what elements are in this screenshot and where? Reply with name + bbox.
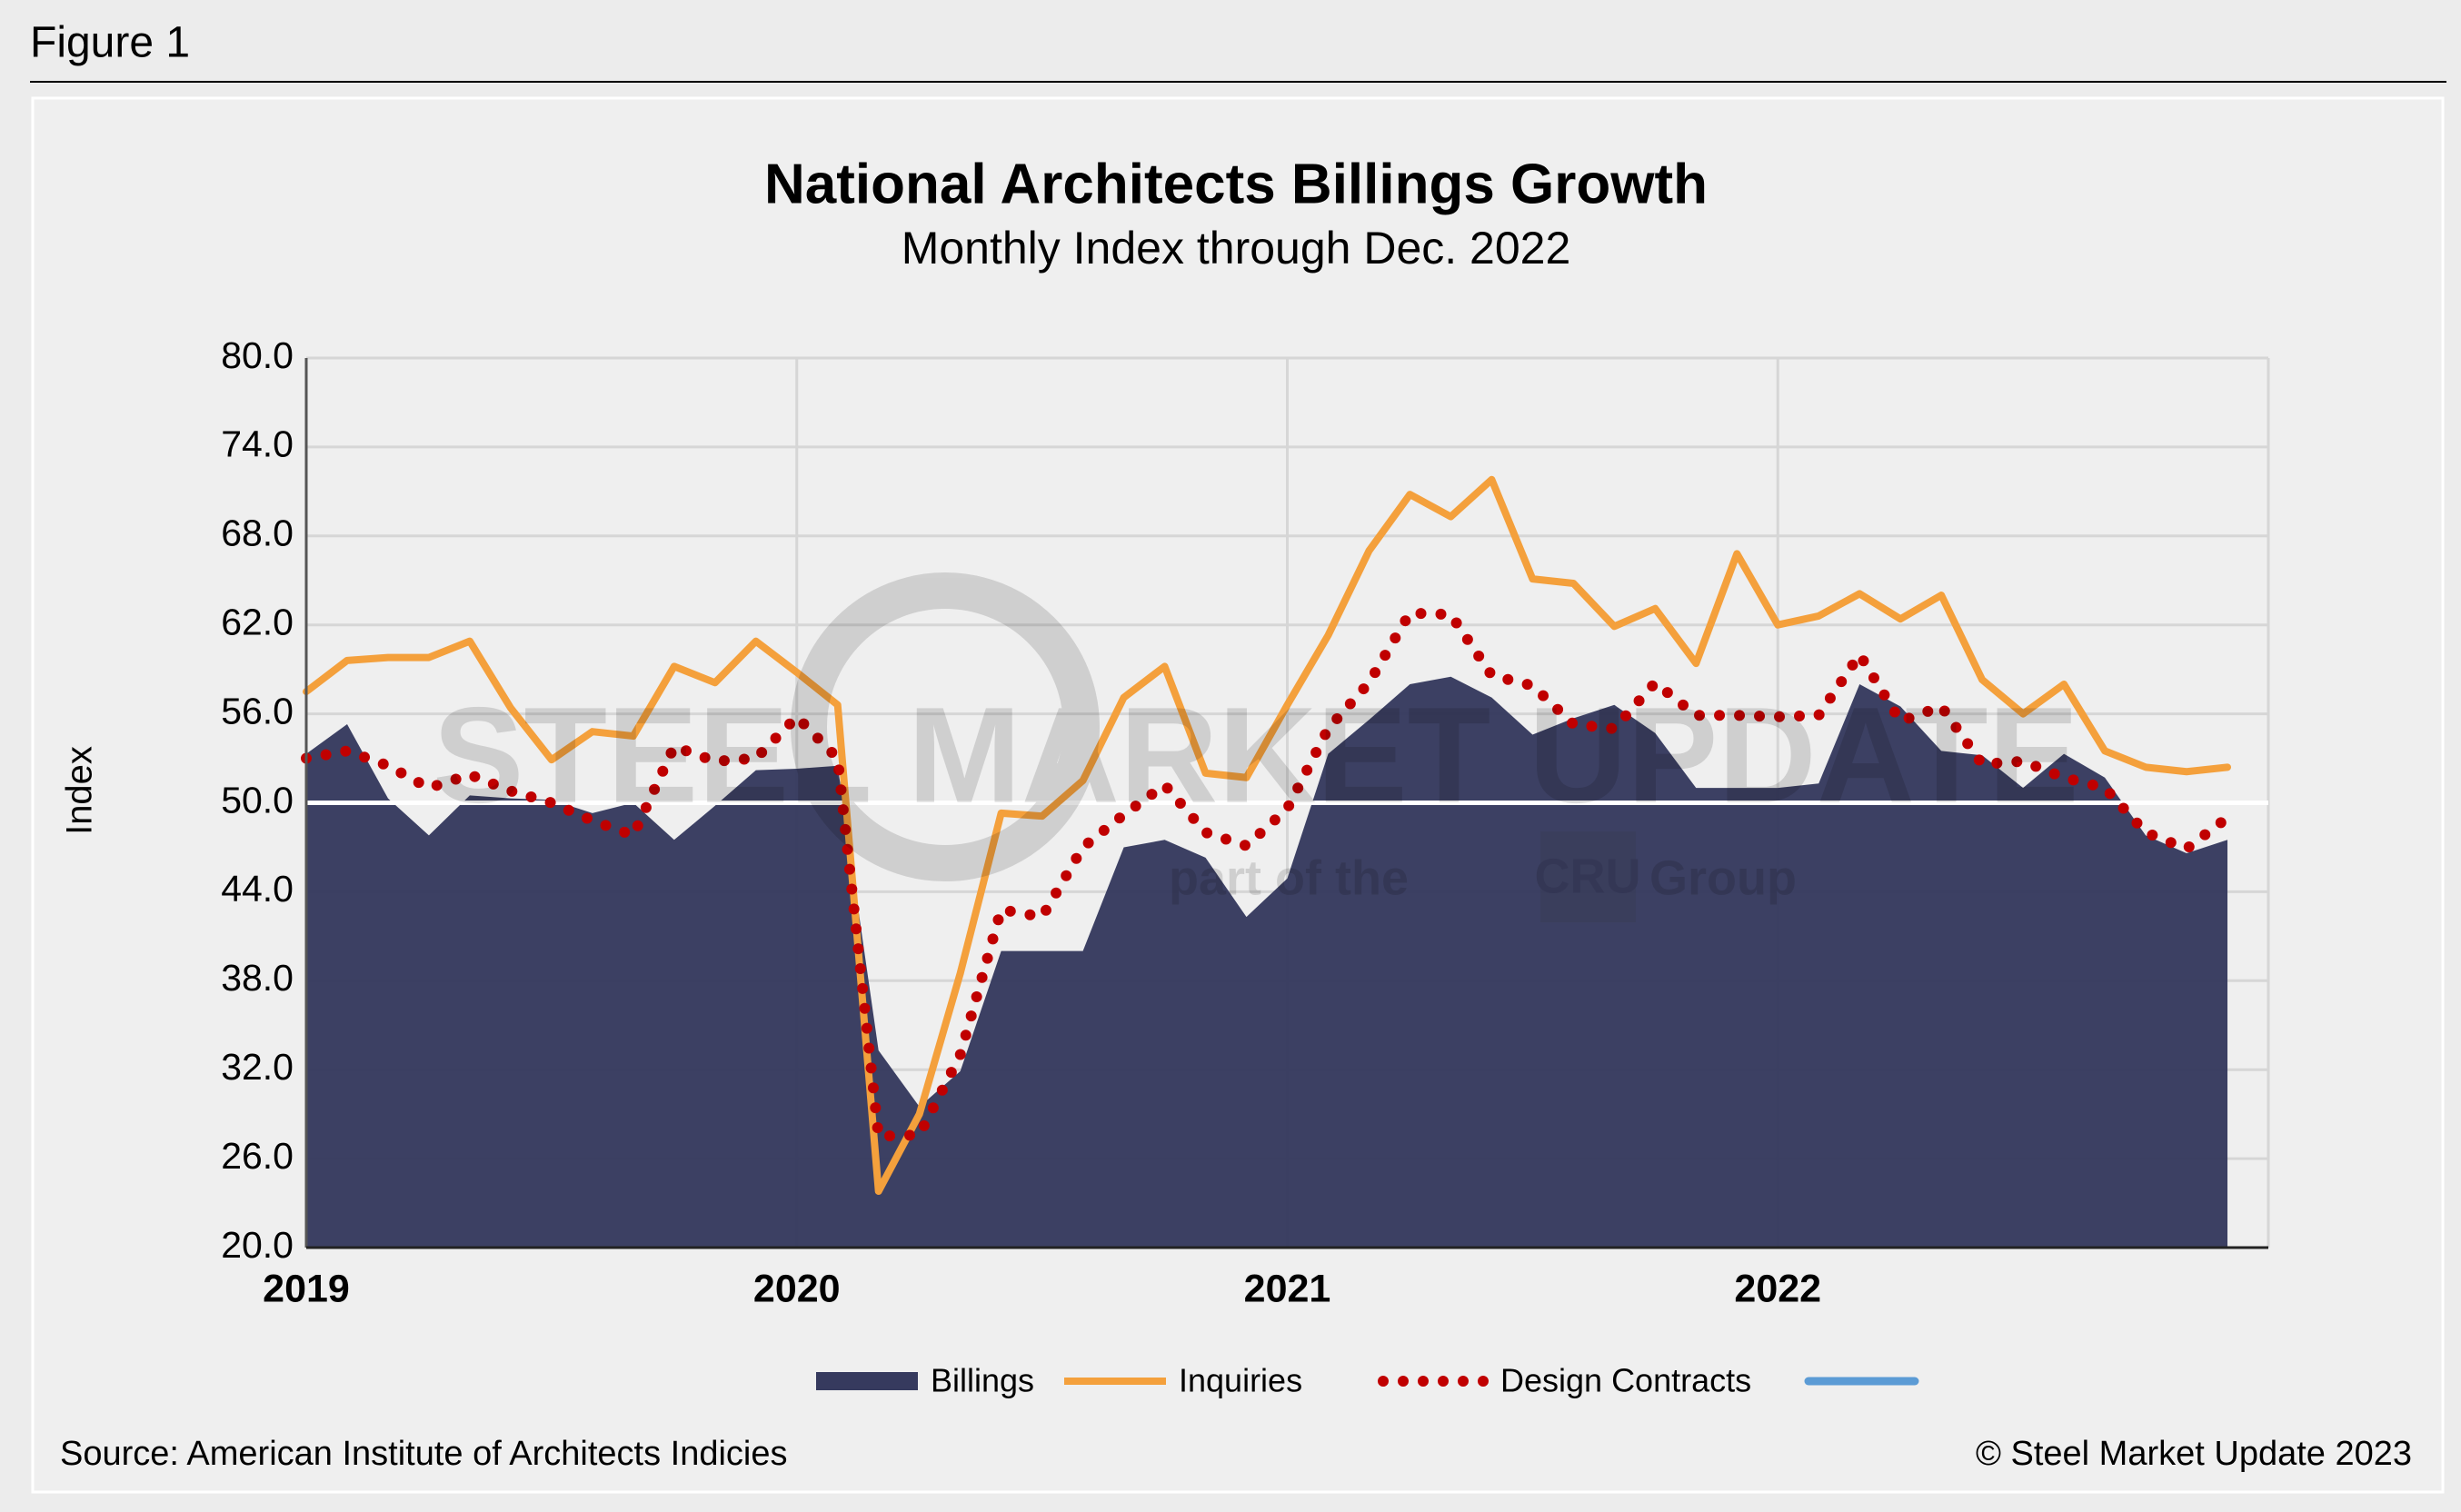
dotted-line-series — [301, 607, 2234, 1142]
legend-label: Billings — [931, 1362, 1034, 1399]
x-tick-label: 2021 — [1244, 1267, 1331, 1310]
y-tick-label: 56.0 — [221, 690, 294, 731]
figure-label: Figure 1 — [30, 19, 190, 67]
watermark-box — [1540, 831, 1636, 922]
y-tick-label: 20.0 — [221, 1224, 294, 1266]
watermark-text: CRU — [1535, 849, 1641, 903]
y-axis-title: Index — [60, 746, 100, 835]
y-tick-label: 32.0 — [221, 1046, 294, 1088]
watermark: STEEL MARKET UPDATE part of the CRU Grou… — [433, 572, 2079, 922]
y-tick-label: 74.0 — [221, 423, 294, 465]
legend-swatch — [816, 1372, 918, 1390]
y-tick-label: 80.0 — [221, 334, 294, 376]
x-tick-label: 2019 — [263, 1267, 350, 1310]
y-tick-label: 68.0 — [221, 512, 294, 554]
watermark-text: part of the — [1169, 850, 1409, 905]
line-series — [303, 475, 2232, 1195]
source-note: Source: American Institute of Architects… — [60, 1435, 788, 1473]
y-tick-label: 38.0 — [221, 957, 294, 999]
watermark-text: Group — [1649, 850, 1797, 905]
chart-title: National Architects Billings Growth — [764, 153, 1708, 215]
watermark-text: STEEL MARKET UPDATE — [433, 679, 2078, 831]
y-tick-label: 26.0 — [221, 1135, 294, 1177]
plot-area: 20.0 26.0 32.0 38.0 44.0 50.0 56.0 62.0 68.0 74.0… — [221, 334, 2270, 1310]
legend-label: Design Contracts — [1500, 1362, 1751, 1399]
chart-subtitle: Monthly Index through Dec. 2022 — [902, 223, 1571, 274]
y-tick-label: 62.0 — [221, 602, 294, 643]
y-tick-label: 50.0 — [221, 779, 294, 821]
area-series — [306, 676, 2228, 1248]
x-tick-label: 2020 — [753, 1267, 841, 1310]
x-tick-label: 2022 — [1734, 1267, 1821, 1310]
legend-label: Inquiries — [1179, 1362, 1302, 1399]
watermark-logo — [791, 572, 1100, 881]
y-tick-label: 44.0 — [221, 868, 294, 910]
copyright: © Steel Market Update 2023 — [1976, 1435, 2412, 1473]
